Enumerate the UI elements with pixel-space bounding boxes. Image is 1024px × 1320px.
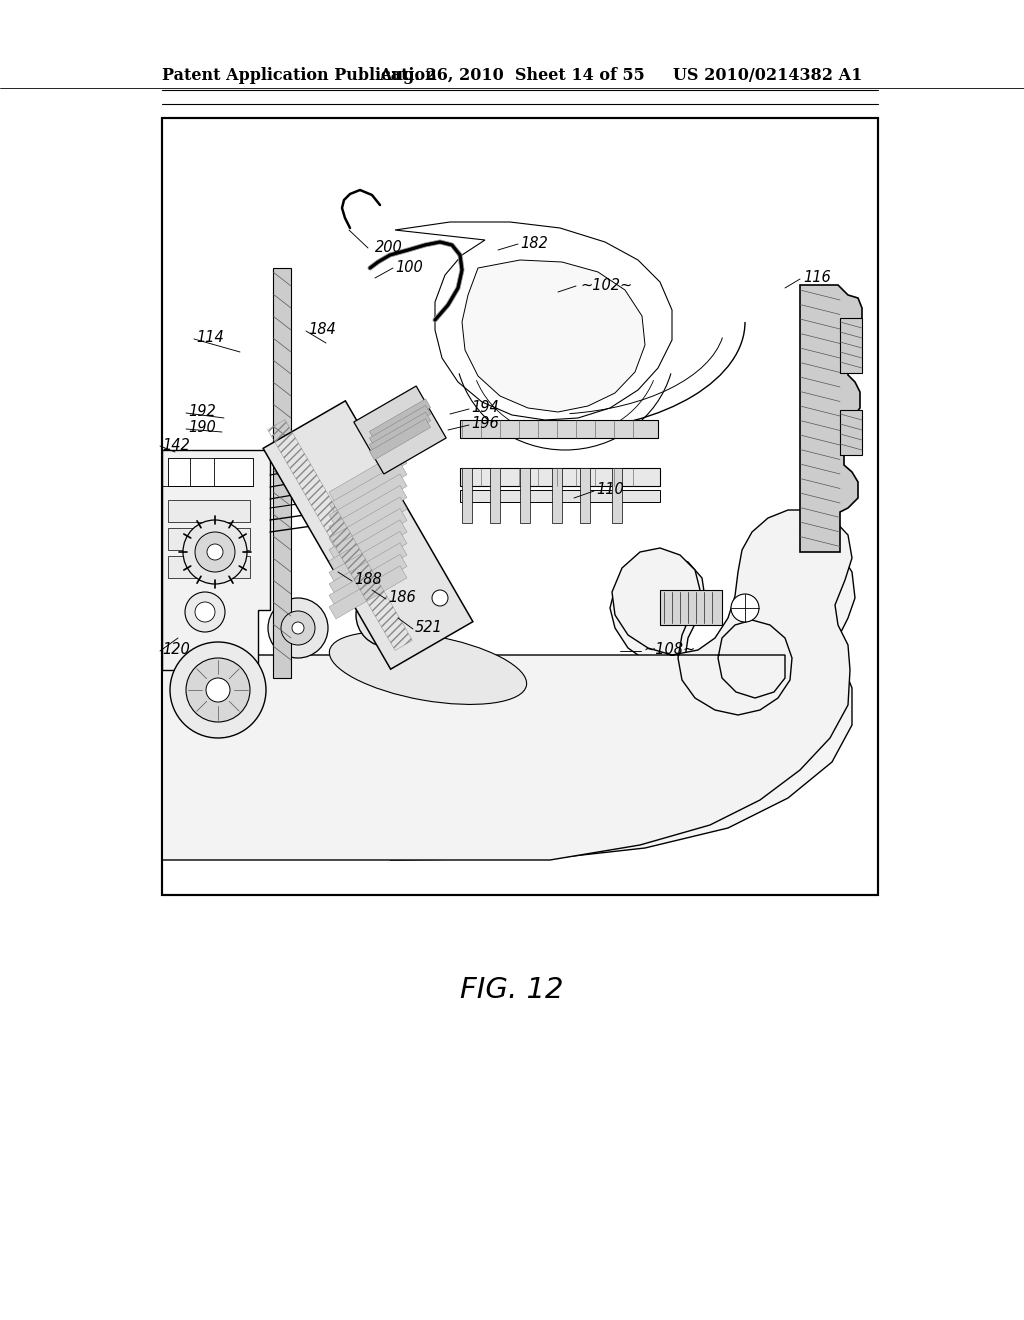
Polygon shape (329, 486, 407, 539)
Text: 188: 188 (354, 573, 382, 587)
Text: 116: 116 (803, 271, 830, 285)
Text: 120: 120 (162, 643, 189, 657)
Polygon shape (370, 399, 431, 440)
Circle shape (731, 594, 759, 622)
Text: 114: 114 (196, 330, 224, 346)
Text: 196: 196 (471, 417, 499, 432)
Bar (840, 318, 862, 374)
Circle shape (268, 598, 328, 657)
Circle shape (356, 583, 420, 647)
Bar (580, 469, 590, 523)
Bar (460, 490, 660, 502)
Polygon shape (370, 405, 431, 446)
Circle shape (292, 622, 304, 634)
Polygon shape (329, 451, 407, 504)
Bar (214, 458, 253, 486)
Circle shape (185, 591, 225, 632)
Circle shape (186, 657, 250, 722)
Polygon shape (390, 532, 855, 861)
Ellipse shape (330, 631, 526, 705)
Bar (460, 420, 658, 438)
Text: US 2010/0214382 A1: US 2010/0214382 A1 (673, 66, 862, 83)
Text: 190: 190 (188, 421, 216, 436)
Bar (168, 556, 250, 578)
Bar (162, 117, 878, 895)
Bar (840, 411, 862, 455)
Circle shape (281, 611, 315, 645)
Bar (168, 458, 253, 486)
Polygon shape (462, 260, 645, 412)
Text: 192: 192 (188, 404, 216, 420)
Text: 200: 200 (375, 240, 402, 256)
Circle shape (432, 590, 449, 606)
Polygon shape (395, 222, 672, 420)
Text: 142: 142 (162, 437, 189, 453)
Bar (162, 117, 878, 895)
Polygon shape (329, 496, 407, 550)
Bar (490, 469, 500, 523)
Polygon shape (354, 385, 446, 474)
Text: ~102~: ~102~ (580, 277, 632, 293)
Polygon shape (329, 520, 407, 573)
Text: 182: 182 (520, 235, 548, 251)
Polygon shape (329, 532, 407, 585)
Circle shape (206, 678, 230, 702)
Bar (660, 590, 722, 624)
Polygon shape (329, 474, 407, 527)
Text: FIG. 12: FIG. 12 (460, 975, 564, 1005)
Polygon shape (329, 554, 407, 607)
Polygon shape (329, 543, 407, 597)
Text: Patent Application Publication: Patent Application Publication (162, 66, 437, 83)
Polygon shape (370, 412, 431, 453)
Polygon shape (370, 418, 431, 459)
Text: 186: 186 (388, 590, 416, 606)
Polygon shape (329, 508, 407, 561)
Circle shape (207, 544, 223, 560)
Text: 521: 521 (415, 620, 442, 635)
Text: 184: 184 (308, 322, 336, 338)
Bar (168, 500, 250, 521)
Text: 194: 194 (471, 400, 499, 416)
Polygon shape (263, 401, 473, 669)
Text: ~108~: ~108~ (643, 643, 695, 657)
Bar (552, 469, 562, 523)
Polygon shape (800, 285, 862, 552)
Text: 100: 100 (395, 260, 423, 275)
Circle shape (195, 532, 234, 572)
Bar (612, 469, 622, 523)
Circle shape (370, 597, 406, 634)
Bar (168, 458, 190, 486)
Circle shape (382, 609, 394, 620)
Bar (520, 469, 530, 523)
Text: Aug. 26, 2010  Sheet 14 of 55: Aug. 26, 2010 Sheet 14 of 55 (379, 66, 645, 83)
Polygon shape (329, 462, 407, 516)
Bar (462, 469, 472, 523)
Polygon shape (162, 510, 852, 861)
Circle shape (195, 602, 215, 622)
Bar (273, 268, 291, 678)
Circle shape (170, 642, 266, 738)
Polygon shape (162, 450, 270, 671)
Circle shape (183, 520, 247, 583)
Text: 110: 110 (596, 483, 624, 498)
Bar (168, 528, 250, 550)
Polygon shape (329, 566, 407, 619)
Bar (460, 469, 660, 486)
